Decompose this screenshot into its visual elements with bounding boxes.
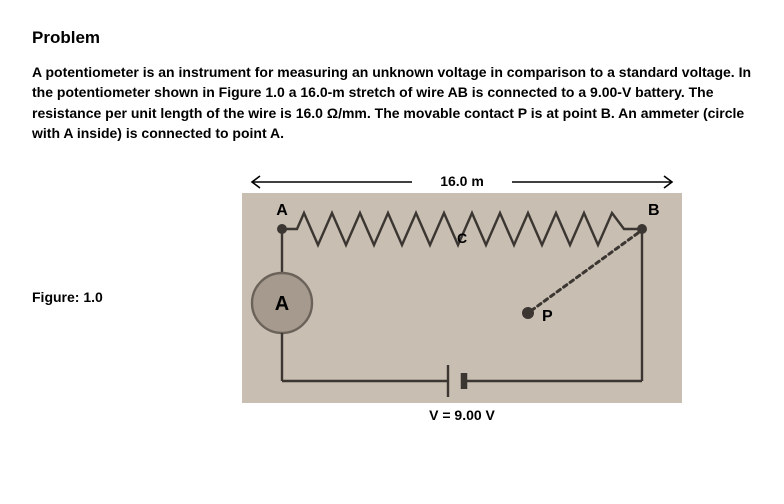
ammeter-label: A	[275, 293, 289, 315]
length-label: 16.0 m	[440, 173, 484, 189]
node-b-label: B	[648, 202, 660, 219]
node-p-label: P	[542, 308, 553, 325]
circuit-diagram: A B C A P	[242, 193, 682, 403]
node-c-label: C	[457, 230, 467, 246]
figure-row: Figure: 1.0 16.0 m A B C A	[32, 171, 752, 423]
length-arrow: 16.0 m	[242, 171, 682, 193]
voltage-label: V = 9.00 V	[429, 407, 495, 423]
node-a-label: A	[276, 202, 288, 219]
figure-label: Figure: 1.0	[32, 289, 172, 305]
problem-body: A potentiometer is an instrument for mea…	[32, 62, 752, 143]
diagram-wrap: 16.0 m A B C A	[172, 171, 752, 423]
problem-title: Problem	[32, 28, 752, 48]
